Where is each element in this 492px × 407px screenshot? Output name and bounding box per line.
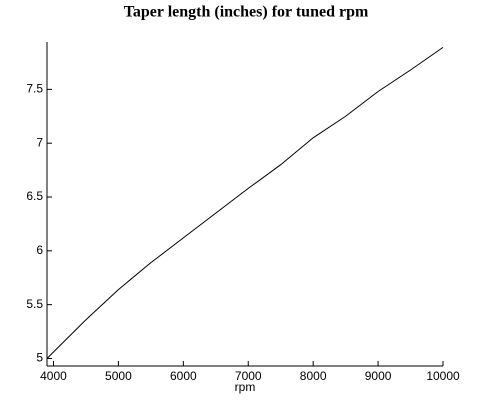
x-tick-label: 6000 xyxy=(170,369,197,383)
y-tick-label: 6.5 xyxy=(26,189,43,203)
y-tick-label: 6 xyxy=(36,243,43,257)
y-tick-label: 5 xyxy=(36,351,43,365)
data-line xyxy=(46,46,444,359)
y-tick-label: 7 xyxy=(36,135,43,149)
x-axis-label: rpm xyxy=(235,380,256,394)
x-tick-label: 4000 xyxy=(40,369,67,383)
x-tick-label: 5000 xyxy=(105,369,132,383)
x-tick-label: 10000 xyxy=(426,369,460,383)
x-tick-label: 8000 xyxy=(300,369,327,383)
chart-title: Taper length (inches) for tuned rpm xyxy=(124,4,369,21)
y-tick-label: 5.5 xyxy=(26,297,43,311)
x-tick-label: 9000 xyxy=(365,369,392,383)
y-tick-label: 7.5 xyxy=(26,82,43,96)
x-tick-label: 7000 xyxy=(235,369,262,383)
